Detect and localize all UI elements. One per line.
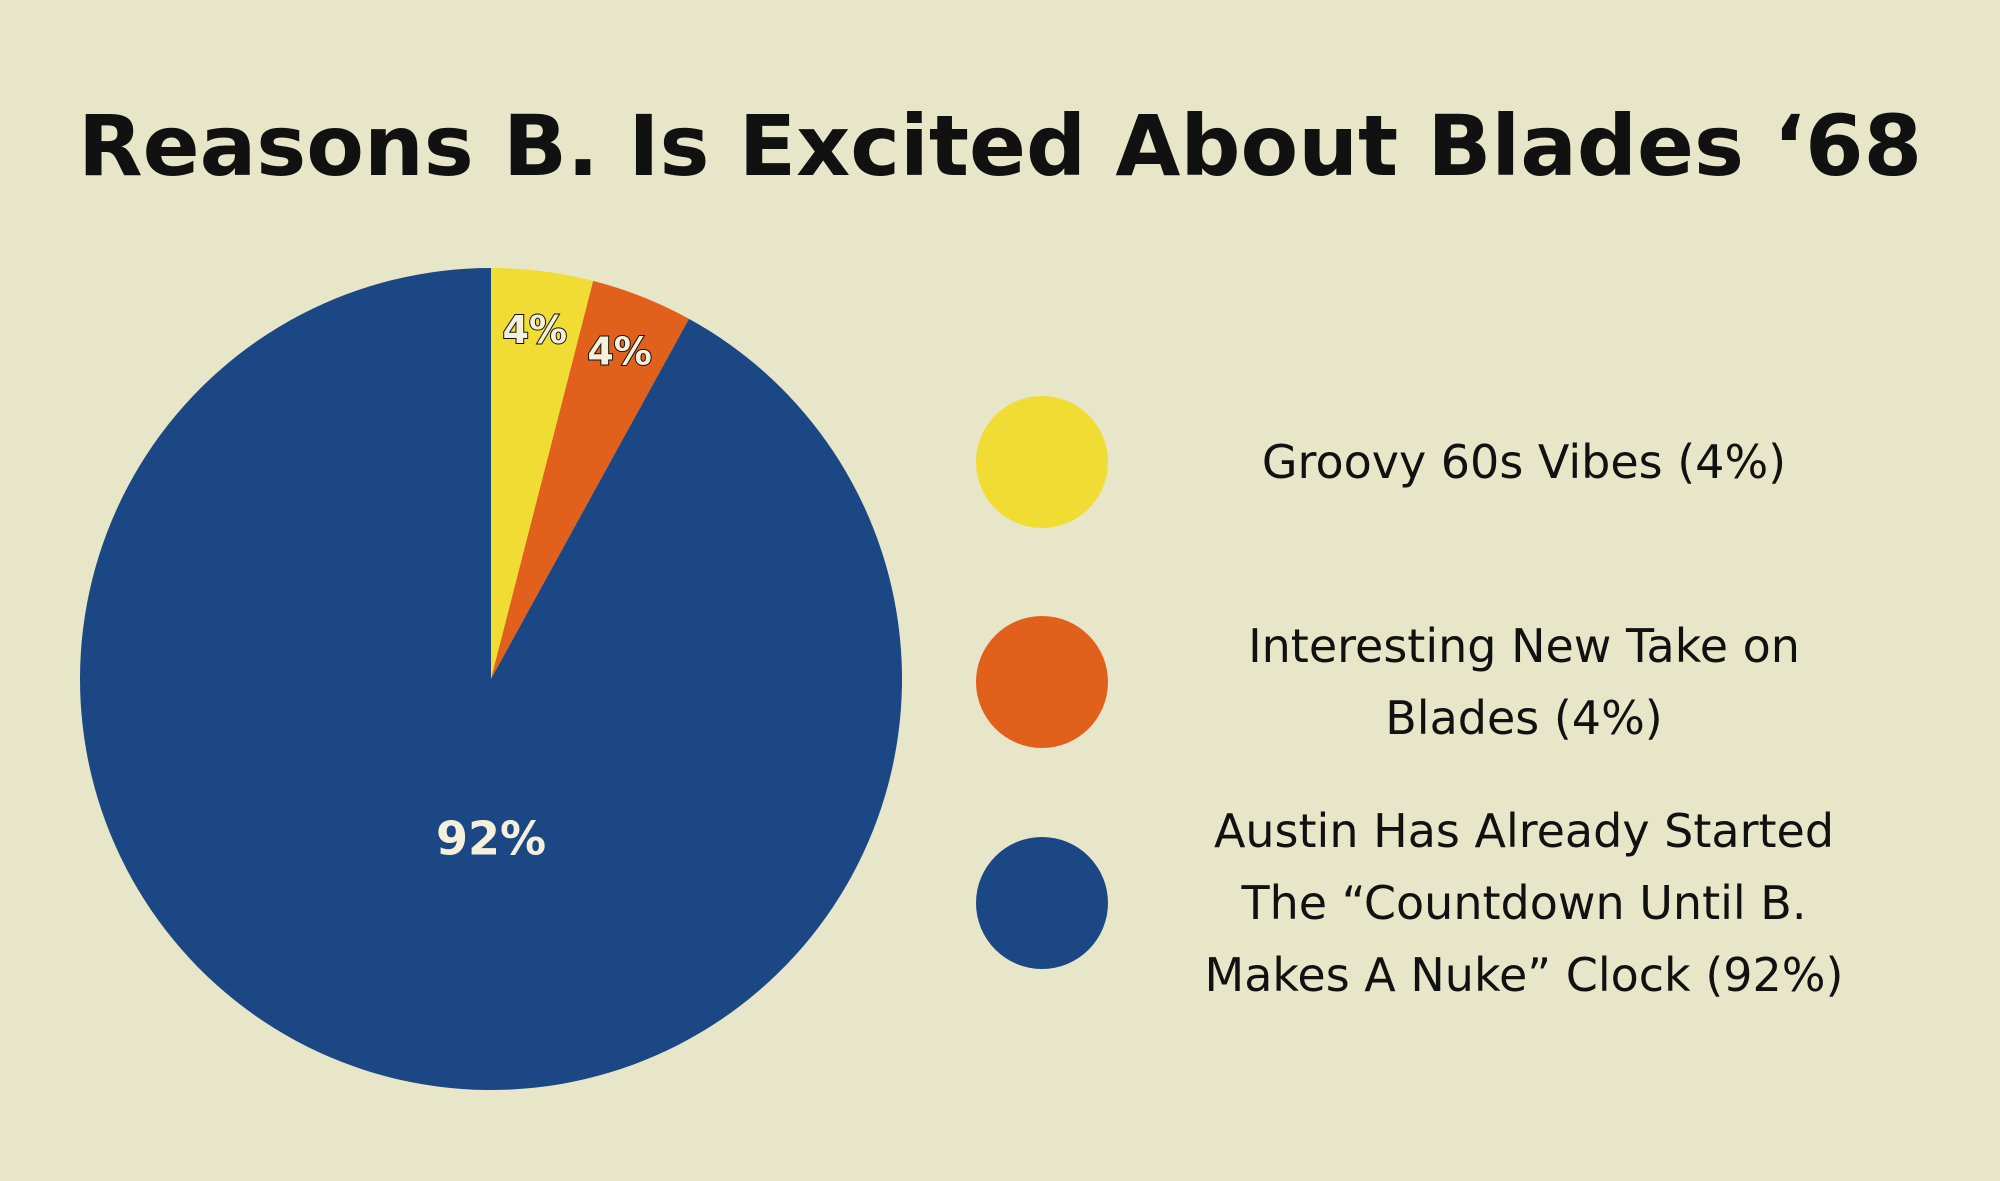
legend-swatch xyxy=(976,837,1108,969)
pie-slice xyxy=(491,280,690,679)
pie-slice xyxy=(79,268,902,1090)
legend-swatch xyxy=(976,616,1108,748)
pie-slice xyxy=(491,268,594,679)
legend-swatch xyxy=(976,396,1108,528)
data-label: 92% xyxy=(436,812,546,866)
legend-label: Groovy 60s Vibes (4%) xyxy=(1261,435,1787,489)
data-label: 4% xyxy=(587,330,652,374)
data-label: 4% xyxy=(503,308,568,352)
legend-label: Austin Has Already Started The “Countdow… xyxy=(1204,804,1844,1002)
legend-label: Interesting New Take on Blades (4%) xyxy=(1248,619,1800,745)
chart-title: Reasons B. Is Excited About Blades ‘68 xyxy=(78,97,1922,195)
